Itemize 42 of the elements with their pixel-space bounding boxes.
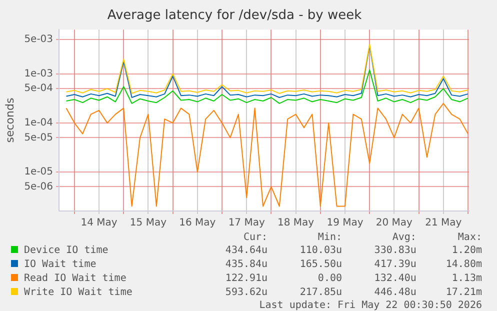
text: 17.21m: [444, 286, 482, 300]
y-tick-label: 5e-04: [24, 83, 54, 94]
text: 0.00: [316, 272, 342, 286]
x-tick-label: 18 May: [278, 218, 314, 229]
y-tick-label: 5e-03: [24, 34, 54, 46]
text: 122.91u: [224, 272, 268, 286]
x-tick-label: 19 May: [326, 218, 364, 229]
text: 446.48u: [373, 286, 416, 300]
x-tick-label: 14 May: [80, 218, 118, 229]
y-axis-title: seconds: [3, 98, 16, 143]
chart-title: Average latency for /dev/sda - by week: [107, 8, 362, 24]
text: 110.03u: [298, 244, 342, 258]
text: Min:: [316, 232, 342, 244]
text: 593.62u: [224, 286, 268, 300]
legend-label: Write IO Wait time: [23, 286, 134, 300]
text: Avg:: [391, 232, 416, 244]
text: 1.13m: [450, 272, 482, 286]
text: 1.20m: [450, 244, 482, 258]
text: Last update: Fri May 22 00:30:50 2026: [258, 300, 482, 311]
legend-label: Device IO time: [23, 244, 110, 258]
x-tick-label: 16 May: [179, 218, 216, 229]
text: Cur:: [242, 232, 268, 244]
text: 434.64u: [224, 244, 268, 258]
text: 435.84u: [224, 258, 268, 272]
y-tick-label: 5e-06: [24, 181, 54, 192]
text: 217.85u: [298, 286, 342, 300]
text: 132.40u: [373, 272, 416, 286]
legend-label: IO Wait time: [23, 258, 98, 272]
x-tick-label: 15 May: [130, 218, 167, 229]
text: Max:: [456, 232, 482, 244]
x-tick-label: 17 May: [228, 218, 265, 229]
legend-label: Read IO Wait time: [23, 272, 128, 286]
text: 165.50u: [298, 258, 342, 272]
text: 14.80m: [444, 258, 482, 272]
x-tick-label: 21 May: [425, 218, 462, 229]
y-tick-label: 1e-04: [24, 118, 54, 129]
y-tick-label: 1e-03: [24, 68, 54, 80]
text: 417.39u: [373, 258, 416, 272]
y-tick-label: 1e-05: [24, 166, 54, 178]
text: 330.83u: [373, 244, 416, 258]
y-tick-label: 5e-05: [24, 132, 54, 144]
x-tick-label: 20 May: [376, 218, 413, 229]
